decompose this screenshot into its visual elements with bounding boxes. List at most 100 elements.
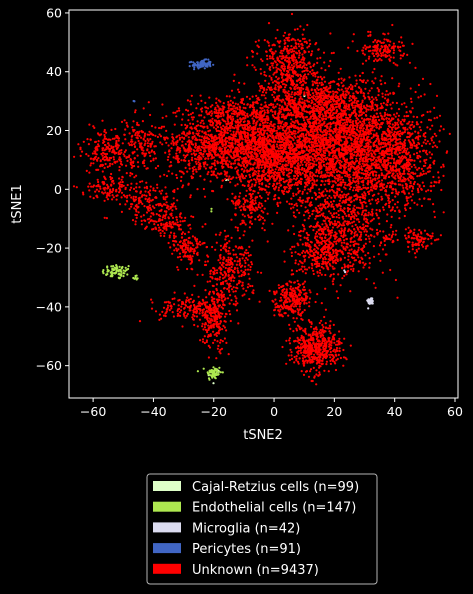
data-point [413, 201, 416, 204]
data-point [211, 189, 214, 193]
data-point [400, 159, 403, 162]
data-point [282, 138, 285, 141]
data-point [414, 130, 417, 133]
data-point [188, 131, 191, 134]
data-point [264, 97, 267, 100]
data-point [258, 170, 261, 173]
data-point [203, 148, 206, 151]
data-point [177, 107, 180, 110]
data-point [361, 162, 364, 165]
data-point [338, 141, 341, 144]
data-point [118, 265, 121, 268]
data-point [373, 150, 376, 153]
data-point [299, 160, 302, 163]
data-point [198, 129, 201, 132]
data-point [244, 135, 247, 138]
data-point [351, 160, 354, 163]
data-point [358, 188, 361, 191]
data-point [326, 149, 329, 152]
data-point [172, 143, 175, 146]
data-point [265, 137, 268, 140]
data-point [259, 151, 262, 154]
data-point [442, 128, 445, 131]
data-point [117, 273, 120, 276]
data-point [191, 167, 194, 170]
data-point [211, 143, 214, 146]
data-point [231, 142, 234, 145]
data-point [272, 147, 275, 150]
data-point [320, 153, 323, 156]
data-point [320, 166, 323, 170]
data-point [229, 177, 233, 181]
data-point [267, 106, 270, 109]
data-point [263, 109, 266, 112]
data-point [387, 93, 390, 96]
data-point [282, 129, 285, 132]
data-point [262, 146, 266, 149]
data-point [397, 179, 400, 183]
data-point [215, 146, 218, 149]
data-point [409, 146, 412, 149]
data-point [189, 194, 192, 197]
data-point [429, 185, 432, 188]
data-point [193, 165, 196, 168]
data-point [218, 139, 222, 142]
data-point [346, 184, 349, 187]
data-point [203, 139, 206, 142]
data-point [192, 63, 195, 67]
data-point [285, 200, 289, 203]
data-point [289, 151, 292, 154]
data-point [239, 143, 242, 147]
data-point [339, 67, 342, 70]
data-point [393, 137, 396, 140]
data-point [390, 119, 393, 122]
data-point [417, 191, 420, 194]
data-point [201, 146, 204, 149]
data-point [127, 265, 130, 268]
data-point [267, 117, 270, 120]
data-point [359, 124, 362, 127]
data-point [211, 376, 214, 379]
data-point [158, 133, 161, 136]
data-point [368, 121, 371, 124]
data-point [199, 148, 202, 151]
data-point [294, 149, 297, 152]
data-point [308, 118, 311, 121]
data-point [373, 109, 376, 112]
data-point [334, 154, 337, 157]
data-point [126, 273, 129, 276]
data-point [165, 129, 168, 132]
data-point [212, 121, 215, 124]
data-point [211, 135, 214, 138]
data-point [208, 61, 211, 64]
data-point [194, 168, 197, 171]
data-point [238, 81, 241, 84]
data-point [367, 57, 370, 60]
data-point [369, 167, 372, 170]
data-point [225, 140, 228, 143]
data-point [182, 146, 185, 149]
data-point [222, 124, 225, 127]
data-point [432, 175, 435, 179]
data-point [181, 140, 184, 143]
data-point [252, 122, 255, 125]
data-point [373, 67, 376, 71]
data-point [267, 155, 270, 158]
series-1-points [101, 207, 224, 381]
data-point [324, 118, 327, 121]
data-point [244, 150, 247, 153]
data-point [135, 274, 138, 277]
data-point [326, 138, 330, 142]
data-point [161, 116, 164, 119]
data-point [281, 127, 284, 130]
data-point [377, 200, 380, 203]
data-point [376, 135, 380, 138]
data-point [208, 371, 211, 374]
data-point [390, 117, 394, 120]
data-point [248, 97, 251, 100]
data-point [373, 129, 376, 132]
data-point [418, 126, 421, 129]
data-point [206, 126, 209, 130]
data-point [409, 163, 412, 166]
